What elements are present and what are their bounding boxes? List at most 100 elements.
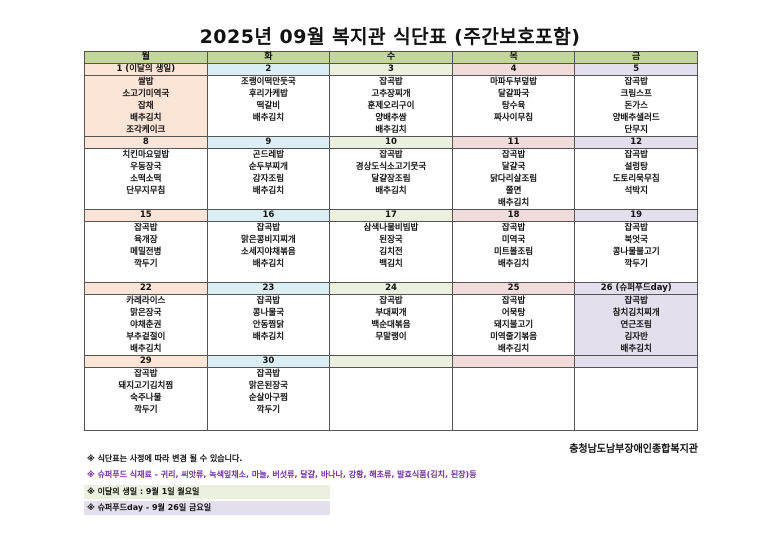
menu-item: 소고기미역국 xyxy=(122,89,170,99)
menu-item: 미트볼조림 xyxy=(494,247,534,257)
menu-item: 깍두기 xyxy=(134,259,158,269)
menu-cell: 잡곡밥 참치김치찌개 연근조림 김자반 배추김치 xyxy=(574,294,698,356)
date-row: 15 16 17 18 19 xyxy=(84,209,698,222)
menu-cell: 삼색나물비빔밥 된장국 김치전 백김치 xyxy=(329,221,453,283)
menu-item: 배추김치 xyxy=(130,113,162,123)
menu-row: 치킨마요덮밥 우동장국 소떡소떡 단무지무침 곤드레밥 순두부찌개 감자조림 배추김치 잡곡밥 경… xyxy=(84,148,698,210)
menu-item: 안동찜닭 xyxy=(252,320,285,330)
menu-cell: 마파두부덮밥 달걀파국 탕수육 짜사이무침 xyxy=(451,75,576,137)
date-cell: 4 xyxy=(451,63,576,76)
menu-item: 잡곡밥 xyxy=(379,296,403,306)
menu-item: 배추김치 xyxy=(130,344,162,354)
menu-item: 연근조림 xyxy=(620,320,652,330)
note-change: ※ 식단표는 사정에 따라 변경 될 수 있습니다. xyxy=(87,454,243,463)
menu-cell: 잡곡밥 맑은된장국 순살아구찜 깍두기 xyxy=(206,367,331,431)
menu-item: 숙주나물 xyxy=(130,393,162,403)
menu-cell: 곤드레밥 순두부찌개 감자조림 배추김치 xyxy=(206,148,331,210)
menu-cell: 잡곡밥 부대찌개 백순대볶음 무말랭이 xyxy=(329,294,453,356)
date-cell: 5 xyxy=(574,63,698,76)
menu-cell: 잡곡밥 맑은콩비지찌개 소세지야채볶음 배추김치 xyxy=(206,221,331,283)
menu-item: 감자조림 xyxy=(252,174,285,184)
menu-item: 카레라이스 xyxy=(126,296,166,306)
date-cell: 18 xyxy=(451,209,576,222)
weekday-header: 금 xyxy=(574,51,698,64)
menu-item: 배추김치 xyxy=(375,186,407,196)
menu-cell: 잡곡밥 어묵탕 돼지불고기 미역줄기볶음 배추김치 xyxy=(451,294,576,356)
organization-name: 충청남도남부장애인종합복지관 xyxy=(569,444,698,455)
menu-cell: 잡곡밥 육개장 메밀전병 깍두기 xyxy=(84,221,208,283)
menu-item: 달걀장조림 xyxy=(371,174,411,184)
menu-item: 설렁탕 xyxy=(624,162,648,172)
menu-cell: 잡곡밥 크림스프 돈가스 양배추샐러드 단무지 xyxy=(574,75,698,137)
menu-item: 잡곡밥 xyxy=(256,296,281,306)
menu-item: 돼지불고기 xyxy=(494,320,534,330)
menu-item: 잡곡밥 xyxy=(134,369,158,379)
menu-item: 떡갈비 xyxy=(256,101,281,111)
menu-item: 달걀파국 xyxy=(497,89,530,99)
date-cell: 17 xyxy=(329,209,453,222)
date-row: 1 (이달의 생일) 2 3 4 5 xyxy=(84,63,698,76)
menu-item: 잡곡밥 xyxy=(624,223,648,233)
menu-item: 돼지고기김치찜 xyxy=(118,381,174,391)
menu-item: 잡곡밥 xyxy=(379,77,403,87)
menu-item: 콩나물불고기 xyxy=(612,247,660,257)
menu-item: 맑은장국 xyxy=(130,308,162,318)
menu-item: 양배추쌈 xyxy=(375,113,407,123)
menu-item: 삼색나물비빔밥 xyxy=(363,223,419,233)
menu-row: 잡곡밥 육개장 메밀전병 깍두기 잡곡밥 맑은콩비지찌개 소세지야채볶음 배추김치 삼색나물비빔… xyxy=(84,221,698,283)
date-cell: 9 xyxy=(206,136,331,149)
menu-item: 미역줄기볶음 xyxy=(490,332,538,342)
menu-item: 백순대볶음 xyxy=(371,320,411,330)
menu-cell: 조랭이떡만둣국 후리가케밥 떡갈비 배추김치 xyxy=(206,75,331,137)
menu-item: 배추김치 xyxy=(497,259,530,269)
menu-item: 북엇국 xyxy=(624,235,648,245)
date-row: 22 23 24 25 26 (슈퍼푸드day) xyxy=(84,282,698,295)
menu-item: 맑은된장국 xyxy=(248,381,288,391)
menu-item: 크림스프 xyxy=(620,89,652,99)
menu-item: 닭다리살조림 xyxy=(490,174,538,184)
menu-item: 잡곡밥 xyxy=(379,150,403,160)
note-birthday: ※ 이달의 생일 : 9월 1일 월요일 xyxy=(84,485,330,499)
date-cell: 29 xyxy=(84,355,208,368)
menu-item: 깍두기 xyxy=(134,405,158,415)
date-cell: 11 xyxy=(451,136,576,149)
menu-row: 카레라이스 맑은장국 야채춘권 부추겉절이 배추김치 잡곡밥 콩나물국 안동찜닭 배추김치 잡곡밥… xyxy=(84,294,698,356)
menu-item: 잡곡밥 xyxy=(501,223,526,233)
menu-item: 야채춘권 xyxy=(130,320,162,330)
weekday-header-row: 월 화 수 목 금 xyxy=(84,51,698,64)
menu-item: 양배추샐러드 xyxy=(612,113,660,123)
menu-item: 부추겉절이 xyxy=(126,332,166,342)
menu-item: 쫄면 xyxy=(505,186,522,196)
menu-item: 경상도식소고기뭇국 xyxy=(355,162,427,172)
menu-item: 어묵탕 xyxy=(501,308,526,318)
menu-item: 부대찌개 xyxy=(375,308,407,318)
menu-item: 육개장 xyxy=(134,235,158,245)
menu-item: 깍두기 xyxy=(624,259,648,269)
menu-item: 도토리묵무침 xyxy=(612,174,660,184)
menu-item: 잡곡밥 xyxy=(624,150,648,160)
menu-item: 미역국 xyxy=(501,235,526,245)
menu-item: 배추김치 xyxy=(252,332,285,342)
menu-item: 순살아구찜 xyxy=(248,393,288,403)
menu-item: 잡곡밥 xyxy=(501,150,526,160)
menu-item: 잡채 xyxy=(137,101,154,111)
date-row: 8 9 10 11 12 xyxy=(84,136,698,149)
menu-cell xyxy=(329,367,453,431)
menu-item: 고추장찌개 xyxy=(371,89,411,99)
menu-cell: 잡곡밥 달걀국 닭다리살조림 쫄면 배추김치 xyxy=(451,148,576,210)
menu-item: 단무지무침 xyxy=(126,186,166,196)
menu-item: 잡곡밥 xyxy=(624,77,648,87)
menu-item: 우동장국 xyxy=(130,162,162,172)
menu-item: 콩나물국 xyxy=(252,308,285,318)
menu-item: 배추김치 xyxy=(497,344,530,354)
menu-item: 조랭이떡만둣국 xyxy=(241,77,296,87)
note-superfood-ingredients: ※ 슈퍼푸드 식재료 - 귀리, 씨앗류, 녹색잎채소, 마늘, 버섯류, 달걀… xyxy=(87,470,477,479)
menu-item: 소떡소떡 xyxy=(130,174,162,184)
menu-item: 잡곡밥 xyxy=(256,369,281,379)
menu-item: 석박지 xyxy=(624,186,648,196)
weekday-header: 목 xyxy=(451,51,576,64)
menu-row: 쌀밥 소고기미역국 잡채 배추김치 조각케이크 조랭이떡만둣국 후리가케밥 떡갈비 배추김치 잡곡… xyxy=(84,75,698,137)
